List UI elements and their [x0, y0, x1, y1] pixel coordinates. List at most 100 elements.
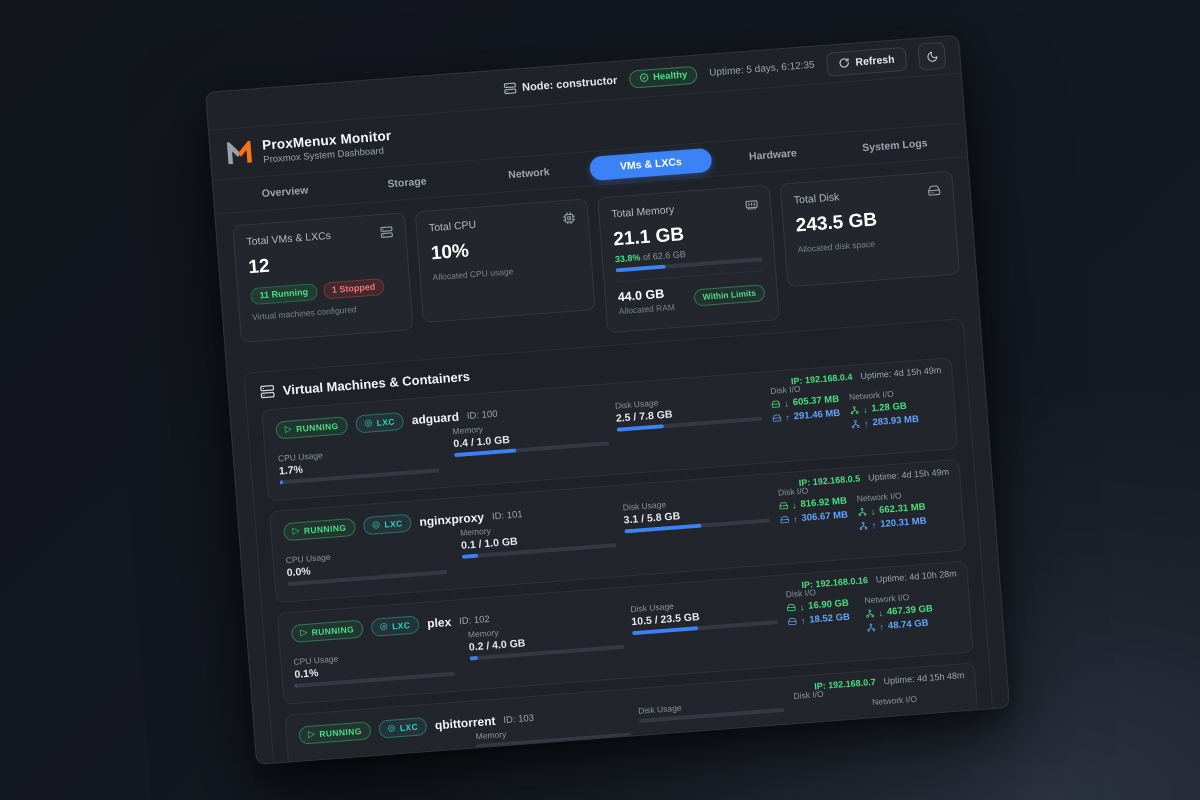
- total-cpu-value: 10%: [430, 240, 470, 265]
- disk-io-write: 306.67 MB: [801, 509, 849, 524]
- moon-icon: [926, 51, 937, 62]
- network-icon: [859, 521, 868, 530]
- arrow-down-icon: ↓: [791, 499, 797, 511]
- total-memory-title: Total Memory: [611, 203, 675, 221]
- net-io-in: 662.31 MB: [878, 501, 926, 517]
- vm-id: ID: 102: [458, 613, 491, 627]
- vm-type-label: LXC: [376, 416, 396, 428]
- disk-io-label: Disk I/O: [793, 688, 825, 702]
- tab-storage[interactable]: Storage: [386, 174, 427, 190]
- refresh-button[interactable]: Refresh: [825, 46, 908, 77]
- hard-drive-icon: [780, 516, 789, 524]
- tab-network[interactable]: Network: [507, 165, 551, 181]
- tab-system-logs[interactable]: System Logs: [861, 136, 928, 154]
- hard-drive-icon: [788, 617, 797, 626]
- arrow-up-icon: ↑: [784, 412, 791, 423]
- tab-overview[interactable]: Overview: [261, 183, 309, 200]
- total-memory-card: Total Memory 21.1 GB 33.8% of 62.6 GB 44…: [597, 184, 780, 334]
- theme-toggle-button[interactable]: [917, 41, 947, 71]
- hard-drive-icon: [772, 414, 782, 422]
- disk-usage-metric: Disk Usage: [638, 695, 785, 723]
- memory-icon: [745, 200, 758, 211]
- total-vms-card: Total VMs & LXCs 12 11 Running 1 Stopped…: [232, 212, 414, 343]
- network-io-metric: Network I/O: [872, 690, 964, 707]
- cpu-icon: [563, 212, 576, 225]
- within-limits-badge: Within Limits: [693, 283, 766, 306]
- stat-cards-row: Total VMs & LXCs 12 11 Running 1 Stopped…: [232, 170, 962, 361]
- health-status-badge: Healthy: [628, 65, 699, 89]
- tab-vms-lxcs[interactable]: VMs & LXCs: [588, 147, 713, 181]
- total-cpu-title: Total CPU: [428, 218, 477, 235]
- vm-status-badge: ▷ RUNNING: [275, 416, 349, 440]
- brand-text: ProxMenux Monitor Proxmox System Dashboa…: [262, 128, 393, 166]
- hard-drive-icon: [787, 604, 796, 612]
- node-label: Node: constructor: [521, 74, 618, 94]
- net-io-out: 48.74 GB: [887, 617, 929, 632]
- vm-uptime: Uptime: 4d 15h 49m: [867, 466, 950, 483]
- net-io-out: 283.93 MB: [872, 413, 920, 429]
- hard-drive-icon: [928, 185, 941, 196]
- server-icon: [503, 82, 516, 95]
- play-icon: ▷: [284, 423, 293, 434]
- memory-of-total: of 62.6 GB: [642, 249, 687, 263]
- disk-io-read: 816.92 MB: [800, 495, 848, 511]
- disk-io-write: 18.52 GB: [808, 611, 851, 626]
- net-io-in: 467.39 GB: [886, 603, 934, 618]
- vm-type-badge: ◎ LXC: [362, 513, 413, 536]
- vm-row-nginxproxy[interactable]: IP: 192.168.0.5 Uptime: 4d 15h 49m ▷ RUNN…: [268, 458, 966, 604]
- net-io-out: 120.31 MB: [879, 515, 928, 531]
- network-io-label: Network I/O: [871, 693, 918, 708]
- cpu-usage-label: CPU Usage: [300, 755, 347, 766]
- tab-hardware[interactable]: Hardware: [748, 146, 798, 163]
- main-content: Total VMs & LXCs 12 11 Running 1 Stopped…: [215, 157, 1010, 766]
- cpu-usage-value: [302, 758, 462, 765]
- vm-uptime: Uptime: 4d 10h 28m: [875, 568, 958, 585]
- cpu-usage-metric: CPU Usage 1.7%: [278, 441, 440, 485]
- total-disk-value: 243.5 GB: [795, 209, 878, 237]
- disk-usage-metric: Disk Usage 10.5 / 23.5 GB: [630, 593, 779, 636]
- memory-progress-fill: [615, 264, 666, 273]
- hard-drive-icon: [771, 400, 781, 408]
- disk-io-write: 291.46 MB: [793, 407, 841, 423]
- disk-io-metric: Disk I/O ↓ 16.90 GB ↑ 18.52 GB: [785, 585, 850, 628]
- brand-row: ProxMenux Monitor Proxmox System Dashboa…: [208, 73, 965, 181]
- vm-section: Virtual Machines & Containers IP: 192.16…: [243, 318, 999, 766]
- uptime-label: Uptime: 5 days, 6:12:35: [708, 59, 816, 79]
- network-io-metric: Network I/O ↓ 1.28 GB ↑ 283.93 MB: [849, 385, 944, 430]
- network-icon: [850, 406, 859, 415]
- total-disk-card: Total Disk 243.5 GB Allocated disk space: [779, 170, 960, 288]
- allocated-ram-value: 44.0 GB: [617, 286, 665, 305]
- container-icon: ◎: [379, 620, 389, 632]
- disk-io-label: Disk I/O: [785, 587, 817, 600]
- vm-id: ID: 101: [491, 508, 523, 522]
- vm-row-adguard[interactable]: IP: 192.168.0.4 Uptime: 4d 15h 49m ▷ RUNN…: [261, 357, 959, 502]
- network-icon: [866, 609, 875, 618]
- arrow-down-icon: ↓: [799, 601, 805, 612]
- allocated-ram-caption: Allocated RAM: [618, 301, 676, 317]
- total-vms-value: 12: [247, 255, 271, 279]
- network-icon: [858, 507, 867, 516]
- cpu-usage-bar: [301, 759, 462, 766]
- network-icon: [851, 420, 860, 429]
- total-cpu-caption: Allocated CPU usage: [432, 266, 514, 283]
- network-icon: [867, 623, 876, 632]
- running-count-badge: 11 Running: [250, 283, 318, 306]
- server-icon: [260, 385, 275, 399]
- container-icon: ◎: [363, 417, 373, 428]
- vm-row-plex[interactable]: IP: 192.168.0.16 Uptime: 4d 10h 28m ▷ RUN…: [276, 560, 974, 705]
- total-vms-caption: Virtual machines configured: [251, 304, 358, 323]
- vm-status-badge: ▷ RUNNING: [298, 721, 372, 745]
- vm-type-label: LXC: [383, 517, 403, 530]
- memory-percent: 33.8%: [614, 252, 641, 265]
- net-io-in: 1.28 GB: [871, 400, 908, 415]
- vm-ipline: IP: 192.168.0.7 Uptime: 4d 15h 48m: [814, 670, 965, 691]
- stopped-count-badge: 1 Stopped: [322, 277, 385, 300]
- total-disk-title: Total Disk: [793, 191, 840, 207]
- proxmenux-logo: [226, 140, 252, 164]
- total-vms-title: Total VMs & LXCs: [246, 229, 332, 249]
- container-icon: ◎: [371, 518, 381, 530]
- play-icon: ▷: [307, 728, 316, 740]
- container-icon: ◎: [387, 722, 397, 733]
- vm-status-badge: ▷ RUNNING: [290, 619, 364, 643]
